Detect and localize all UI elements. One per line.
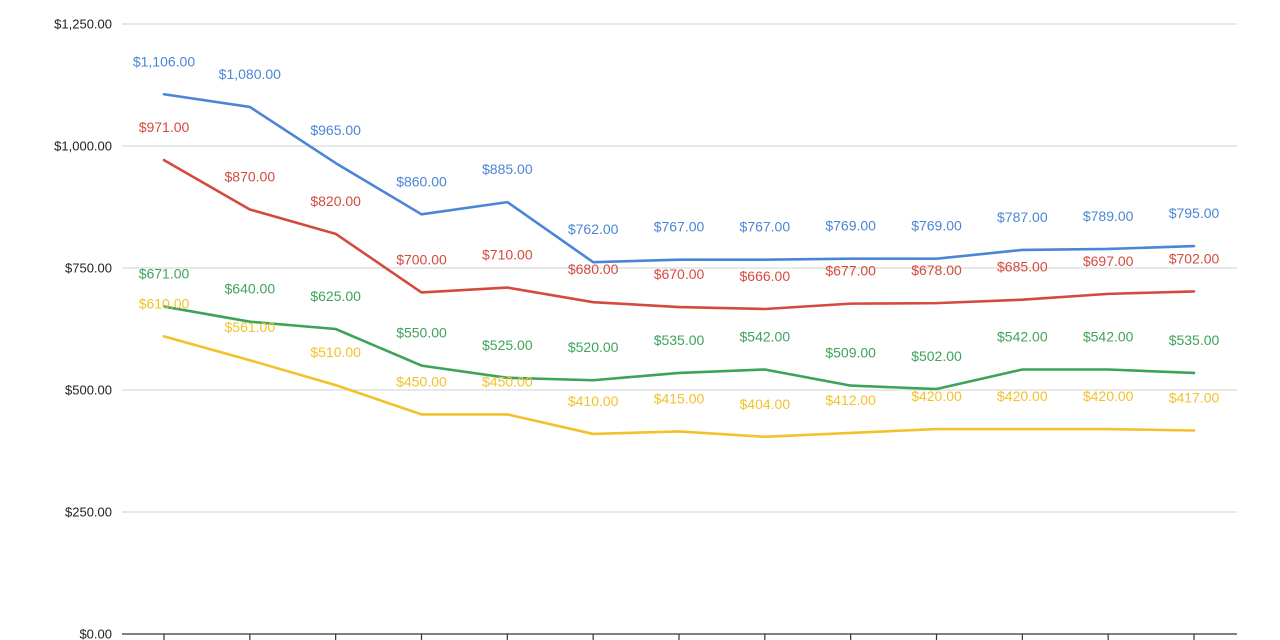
data-label: $767.00 bbox=[740, 219, 791, 235]
series-line bbox=[162, 305, 1196, 391]
data-label: $1,106.00 bbox=[133, 53, 195, 69]
data-label: $542.00 bbox=[740, 329, 791, 345]
data-label: $542.00 bbox=[997, 329, 1048, 345]
series-line bbox=[162, 335, 1196, 439]
data-label: $820.00 bbox=[310, 193, 361, 209]
data-labels: $1,106.00 $1,080.00 $965.00 $860.00 $885.00 $… bbox=[133, 53, 1220, 412]
series-line bbox=[162, 92, 1196, 264]
data-label: $697.00 bbox=[1083, 253, 1134, 269]
data-label: $535.00 bbox=[1169, 332, 1220, 348]
data-label: $450.00 bbox=[396, 373, 447, 389]
data-label: $415.00 bbox=[654, 390, 705, 406]
data-label: $666.00 bbox=[740, 268, 791, 284]
data-label: $550.00 bbox=[396, 325, 447, 341]
data-label: $535.00 bbox=[654, 332, 705, 348]
data-label: $450.00 bbox=[482, 373, 533, 389]
data-label: $640.00 bbox=[225, 281, 276, 297]
data-label: $762.00 bbox=[568, 221, 619, 237]
data-label: $1,080.00 bbox=[219, 66, 281, 82]
y-tick-label: $500.00 bbox=[65, 383, 112, 398]
data-label: $420.00 bbox=[997, 388, 1048, 404]
data-label: $680.00 bbox=[568, 261, 619, 277]
data-label: $971.00 bbox=[139, 119, 190, 135]
data-label: $767.00 bbox=[654, 219, 705, 235]
data-label: $678.00 bbox=[911, 262, 962, 278]
data-label: $510.00 bbox=[310, 344, 361, 360]
data-label: $670.00 bbox=[654, 266, 705, 282]
data-label: $520.00 bbox=[568, 339, 619, 355]
y-axis-labels: $0.00 $250.00 $500.00 $750.00 $1,000.00 $1,25… bbox=[54, 17, 112, 640]
data-label: $417.00 bbox=[1169, 390, 1220, 406]
y-tick-label: $1,000.00 bbox=[54, 139, 112, 154]
series-lines bbox=[162, 92, 1196, 439]
data-label: $671.00 bbox=[139, 266, 190, 282]
data-label: $685.00 bbox=[997, 259, 1048, 275]
data-label: $420.00 bbox=[911, 388, 962, 404]
y-tick-label: $250.00 bbox=[65, 505, 112, 520]
data-label: $625.00 bbox=[310, 288, 361, 304]
data-label: $769.00 bbox=[825, 218, 876, 234]
data-label: $542.00 bbox=[1083, 329, 1134, 345]
y-tick-label: $1,250.00 bbox=[54, 17, 112, 32]
y-tick-label: $750.00 bbox=[65, 261, 112, 276]
data-label: $525.00 bbox=[482, 337, 533, 353]
data-label: $404.00 bbox=[740, 396, 791, 412]
data-label: $860.00 bbox=[396, 173, 447, 189]
data-label: $885.00 bbox=[482, 161, 533, 177]
data-label: $700.00 bbox=[396, 251, 447, 267]
data-label: $677.00 bbox=[825, 263, 876, 279]
data-label: $610.00 bbox=[139, 295, 190, 311]
data-label: $410.00 bbox=[568, 393, 619, 409]
data-label: $502.00 bbox=[911, 348, 962, 364]
x-axis bbox=[122, 633, 1237, 640]
y-tick-label: $0.00 bbox=[79, 627, 112, 640]
data-label: $710.00 bbox=[482, 247, 533, 263]
data-label: $702.00 bbox=[1169, 250, 1220, 266]
data-label: $769.00 bbox=[911, 218, 962, 234]
data-label: $412.00 bbox=[825, 392, 876, 408]
data-label: $965.00 bbox=[310, 122, 361, 138]
data-label: $561.00 bbox=[225, 319, 276, 335]
data-label: $870.00 bbox=[225, 168, 276, 184]
series-line bbox=[162, 158, 1196, 311]
data-label: $795.00 bbox=[1169, 205, 1220, 221]
data-label: $789.00 bbox=[1083, 208, 1134, 224]
data-label: $787.00 bbox=[997, 209, 1048, 225]
data-label: $509.00 bbox=[825, 345, 876, 361]
data-label: $420.00 bbox=[1083, 388, 1134, 404]
